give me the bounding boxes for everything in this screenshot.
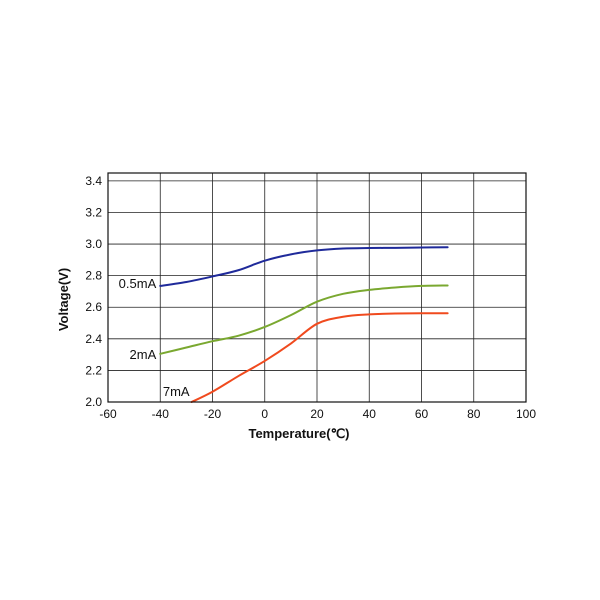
y-tick-label: 3.2: [85, 205, 102, 219]
x-tick-label: 40: [363, 407, 377, 421]
y-axis-title: Voltage(V): [56, 268, 71, 331]
x-axis-title: Temperature(℃): [248, 426, 349, 441]
series-label: 0.5mA: [119, 276, 157, 291]
y-tick-label: 2.0: [85, 395, 102, 409]
series-label: 2mA: [130, 347, 157, 362]
series-label: 7mA: [163, 384, 190, 399]
tick-labels: -60 -40 -20 0 20 40 60 80 100 2.0 2.2 2.4 2.6 2.8 3.0 3…: [85, 174, 536, 421]
x-tick-label: -40: [152, 407, 170, 421]
x-tick-label: -60: [99, 407, 117, 421]
y-tick-label: 2.6: [85, 300, 102, 314]
series-line-0-5ma: [159, 246, 449, 287]
y-tick-label: 3.0: [85, 237, 102, 251]
series-line-2ma: [159, 284, 449, 355]
x-tick-label: 80: [467, 407, 481, 421]
series-line-7ma: [190, 312, 449, 403]
series-labels: 0.5mA 2mA 7mA: [119, 276, 190, 399]
x-tick-label: 100: [516, 407, 536, 421]
y-tick-label: 2.8: [85, 269, 102, 283]
x-tick-label: 60: [415, 407, 429, 421]
y-tick-label: 2.2: [85, 363, 102, 377]
y-tick-label: 3.4: [85, 174, 102, 188]
series-layer: [159, 246, 449, 403]
plot-frame: [107, 172, 527, 403]
y-tick-label: 2.4: [85, 332, 102, 346]
x-tick-label: 0: [261, 407, 268, 421]
x-tick-label: 20: [310, 407, 324, 421]
x-tick-label: -20: [204, 407, 222, 421]
